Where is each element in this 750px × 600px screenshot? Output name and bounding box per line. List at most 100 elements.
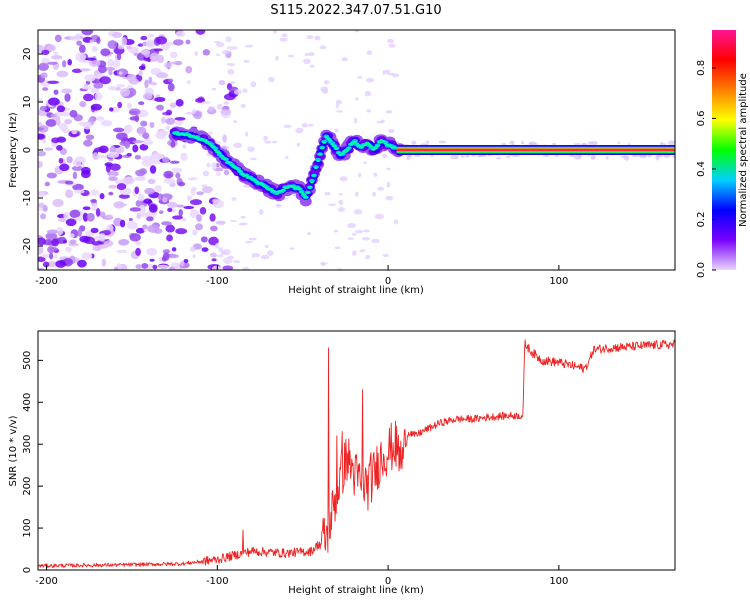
noise-blob: [358, 172, 362, 178]
noise-blob: [131, 47, 140, 53]
noise-blob: [146, 247, 158, 256]
ridge-mark: [369, 145, 374, 148]
noise-blob: [71, 165, 83, 172]
noise-blob: [222, 134, 228, 143]
noise-blob: [144, 51, 150, 58]
noise-blob: [247, 146, 256, 152]
noise-blob: [175, 30, 186, 38]
snr-x-tick-label: 0: [385, 576, 391, 587]
noise-blob: [295, 127, 304, 134]
noise-blob: [72, 171, 78, 180]
noise-blob: [240, 103, 246, 109]
noise-blob: [385, 195, 394, 201]
noise-blob: [165, 224, 175, 233]
snr-y-tick-label: 500: [22, 351, 33, 370]
noise-blob: [185, 66, 193, 74]
noise-blob: [109, 145, 116, 154]
noise-blob: [438, 140, 447, 144]
noise-blob: [189, 246, 196, 253]
noise-blob: [229, 80, 236, 85]
noise-blob: [144, 79, 149, 89]
noise-blob: [185, 39, 191, 45]
snr-plot-area: [38, 331, 675, 570]
noise-blob: [80, 170, 91, 179]
noise-blob: [210, 252, 217, 258]
noise-blob: [81, 30, 94, 36]
noise-blob: [338, 200, 344, 205]
ridge-mark: [330, 143, 335, 146]
noise-blob: [52, 254, 58, 259]
noise-blob: [59, 163, 70, 172]
noise-blob: [51, 238, 59, 247]
noise-blob: [240, 222, 248, 226]
noise-blob: [53, 51, 59, 56]
noise-blob: [388, 128, 395, 134]
noise-blob: [106, 214, 113, 218]
noise-blob: [391, 73, 400, 78]
ridge-mark: [308, 186, 312, 189]
noise-blob: [134, 186, 140, 195]
colorbar-ticks: 0.0 0.2 0.4 0.6 0.8: [696, 60, 716, 278]
noise-blob: [108, 191, 114, 196]
noise-blob: [175, 204, 185, 208]
noise-blob: [263, 135, 268, 141]
ridge-mark: [355, 142, 359, 145]
ridge-mark: [326, 137, 331, 140]
noise-blob: [79, 59, 90, 64]
ridge-mark: [322, 141, 327, 144]
spectrogram-y-tick-label: -20: [22, 238, 33, 254]
noise-blob: [174, 60, 183, 66]
noise-blob: [90, 199, 97, 203]
noise-blob: [99, 211, 106, 218]
noise-blob: [152, 264, 158, 270]
ridge-mark: [301, 193, 306, 196]
noise-blob: [74, 216, 83, 222]
noise-blob: [163, 170, 174, 179]
spectrogram-y-ticks: -20 -10 0 10 20: [22, 48, 43, 254]
noise-blob: [623, 155, 630, 161]
ridge-mark: [217, 151, 222, 155]
noise-blob: [61, 128, 70, 134]
ridge-mark: [207, 143, 212, 146]
noise-blob: [126, 73, 137, 83]
ridge-mark: [336, 151, 341, 154]
ridge-mark: [359, 146, 363, 149]
noise-blob: [373, 172, 378, 177]
ridge-mark: [291, 185, 296, 188]
noise-blob: [281, 33, 288, 38]
noise-blob: [192, 229, 198, 236]
noise-blob: [56, 70, 69, 78]
noise-blob: [216, 254, 224, 258]
spectrogram-x-tick-label: -200: [35, 276, 58, 287]
noise-blob: [216, 103, 223, 110]
noise-blob: [206, 162, 211, 168]
noise-blob: [141, 159, 153, 167]
noise-blob: [296, 142, 301, 147]
noise-blob: [72, 183, 84, 191]
noise-blob: [38, 161, 44, 168]
noise-blob: [77, 259, 87, 268]
noise-blob: [335, 104, 339, 109]
ridge-mark: [299, 191, 304, 194]
noise-blob: [38, 127, 45, 131]
spectrogram-y-tick-label: 0: [22, 147, 33, 153]
noise-blob: [56, 105, 66, 113]
noise-blob: [672, 155, 675, 159]
noise-blob: [186, 79, 191, 85]
noise-blob: [135, 227, 145, 234]
noise-blob: [165, 109, 173, 116]
snr-x-tick-label: -100: [206, 576, 229, 587]
noise-blob: [103, 240, 114, 247]
snr-frame: [37, 330, 676, 571]
noise-blob: [52, 198, 64, 208]
noise-blob: [84, 74, 96, 82]
noise-blob: [61, 112, 71, 117]
noise-blob: [170, 102, 177, 109]
noise-blob: [208, 236, 219, 246]
noise-blob: [307, 52, 315, 57]
noise-blob: [168, 78, 174, 83]
noise-blob: [208, 131, 213, 135]
noise-blob: [72, 159, 82, 167]
snr-y-ticks: 0 100 200 300 400 500: [22, 351, 43, 573]
